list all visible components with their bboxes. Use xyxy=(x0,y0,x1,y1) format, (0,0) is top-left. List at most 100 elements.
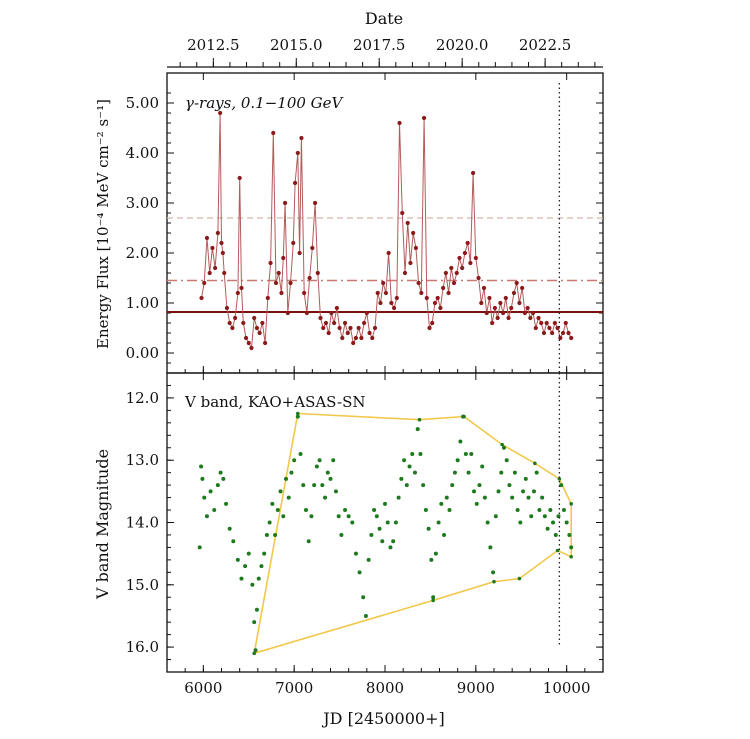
optical-data-point xyxy=(380,539,385,544)
gamma-data-point xyxy=(375,290,380,296)
gamma-data-point xyxy=(441,285,446,291)
gamma-data-point xyxy=(326,330,331,336)
gamma-data-point xyxy=(202,280,207,286)
gamma-data-point xyxy=(430,320,435,326)
gamma-data-point xyxy=(397,120,402,126)
envelope-vertex xyxy=(492,579,496,584)
envelope-vertex xyxy=(500,442,504,447)
gamma-data-point xyxy=(263,340,268,346)
optical-data-point xyxy=(504,458,509,463)
gamma-data-point xyxy=(443,270,448,276)
gamma-data-point xyxy=(479,300,484,306)
gamma-data-point xyxy=(424,295,429,301)
optical-data-point xyxy=(404,483,409,488)
gamma-data-point xyxy=(282,200,288,206)
optical-data-point xyxy=(252,620,257,625)
optical-data-point xyxy=(306,539,311,544)
optical-data-point xyxy=(283,476,288,481)
optical-lower-envelope xyxy=(253,549,572,655)
gamma-data-point xyxy=(246,340,251,346)
optical-x-tick-label: 6000 xyxy=(184,679,222,697)
gamma-data-point xyxy=(332,320,337,326)
gamma-data-point xyxy=(563,320,568,326)
bottom-axis-label: JD [2450000+] xyxy=(321,709,444,728)
date-tick-label: 2020.0 xyxy=(436,36,489,54)
optical-data-point xyxy=(275,508,280,513)
gamma-data-point xyxy=(495,315,500,321)
gamma-data-point xyxy=(334,305,339,311)
gamma-data-point xyxy=(451,280,457,286)
gamma-data-point xyxy=(525,305,530,311)
optical-data-point xyxy=(542,514,547,519)
envelope-vertex xyxy=(517,576,522,581)
optical-data-point xyxy=(488,545,493,550)
gamma-data-point xyxy=(237,175,242,181)
optical-data-point xyxy=(295,414,300,419)
optical-x-tick-label: 8000 xyxy=(366,679,404,697)
optical-y-tick-label: 14.0 xyxy=(126,514,159,532)
gamma-data-point xyxy=(348,325,353,331)
date-tick-label: 2012.5 xyxy=(187,36,240,54)
optical-data-point xyxy=(402,458,407,463)
optical-data-point xyxy=(357,570,362,575)
optical-data-point xyxy=(292,458,297,463)
optical-data-point xyxy=(286,495,291,500)
gamma-data-point xyxy=(204,235,210,241)
gamma-data-point xyxy=(295,150,300,156)
optical-data-point xyxy=(309,514,314,519)
optical-data-point xyxy=(482,495,487,500)
optical-data-point xyxy=(212,508,217,513)
optical-data-point xyxy=(385,520,390,525)
gamma-data-point xyxy=(340,335,345,341)
optical-data-point xyxy=(431,595,436,600)
gamma-data-point xyxy=(432,300,438,306)
optical-data-point xyxy=(507,483,512,488)
optical-data-point xyxy=(363,613,368,618)
gamma-data-point xyxy=(239,285,244,291)
gamma-data-point xyxy=(312,200,318,206)
gamma-data-point xyxy=(541,330,547,336)
optical-data-point xyxy=(239,576,244,581)
optical-data-point xyxy=(426,526,431,531)
gamma-data-point xyxy=(446,290,451,296)
optical-data-point xyxy=(531,489,536,494)
gamma-data-point xyxy=(230,325,235,331)
gamma-data-point xyxy=(315,270,320,276)
gamma-data-point xyxy=(370,335,375,341)
optical-data-point xyxy=(273,532,278,537)
optical-data-point xyxy=(323,495,328,500)
optical-data-point xyxy=(202,495,207,500)
optical-data-point xyxy=(510,495,515,500)
envelope-vertex xyxy=(431,598,435,603)
optical-data-point xyxy=(515,508,520,513)
gamma-data-point xyxy=(210,245,215,251)
gamma-data-point xyxy=(498,300,503,306)
gamma-data-point xyxy=(285,310,290,316)
gamma-data-point xyxy=(243,335,249,341)
optical-data-point xyxy=(450,483,455,488)
gamma-data-point xyxy=(544,320,549,326)
envelope-vertex xyxy=(557,477,562,481)
optical-upper-envelope xyxy=(297,412,572,505)
optical-data-point xyxy=(458,439,463,444)
envelope-vertex xyxy=(555,548,560,553)
envelope-vertex xyxy=(417,417,422,422)
gamma-data-point xyxy=(421,115,427,121)
optical-data-point xyxy=(491,570,496,575)
gamma-data-point xyxy=(224,305,230,311)
optical-x-tick-label: 10000 xyxy=(543,679,591,697)
optical-data-point xyxy=(564,520,569,525)
optical-data-point xyxy=(447,508,452,513)
optical-data-point xyxy=(521,489,526,494)
gamma-data-point xyxy=(381,280,386,286)
gamma-data-point xyxy=(411,230,416,236)
gamma-data-point xyxy=(337,325,342,331)
gamma-data-point xyxy=(364,310,369,316)
gamma-data-point xyxy=(460,265,465,271)
optical-data-point xyxy=(477,483,482,488)
gamma-data-point xyxy=(500,310,506,316)
gamma-data-point xyxy=(281,255,286,261)
optical-data-point xyxy=(567,532,572,537)
optical-data-point xyxy=(485,520,490,525)
